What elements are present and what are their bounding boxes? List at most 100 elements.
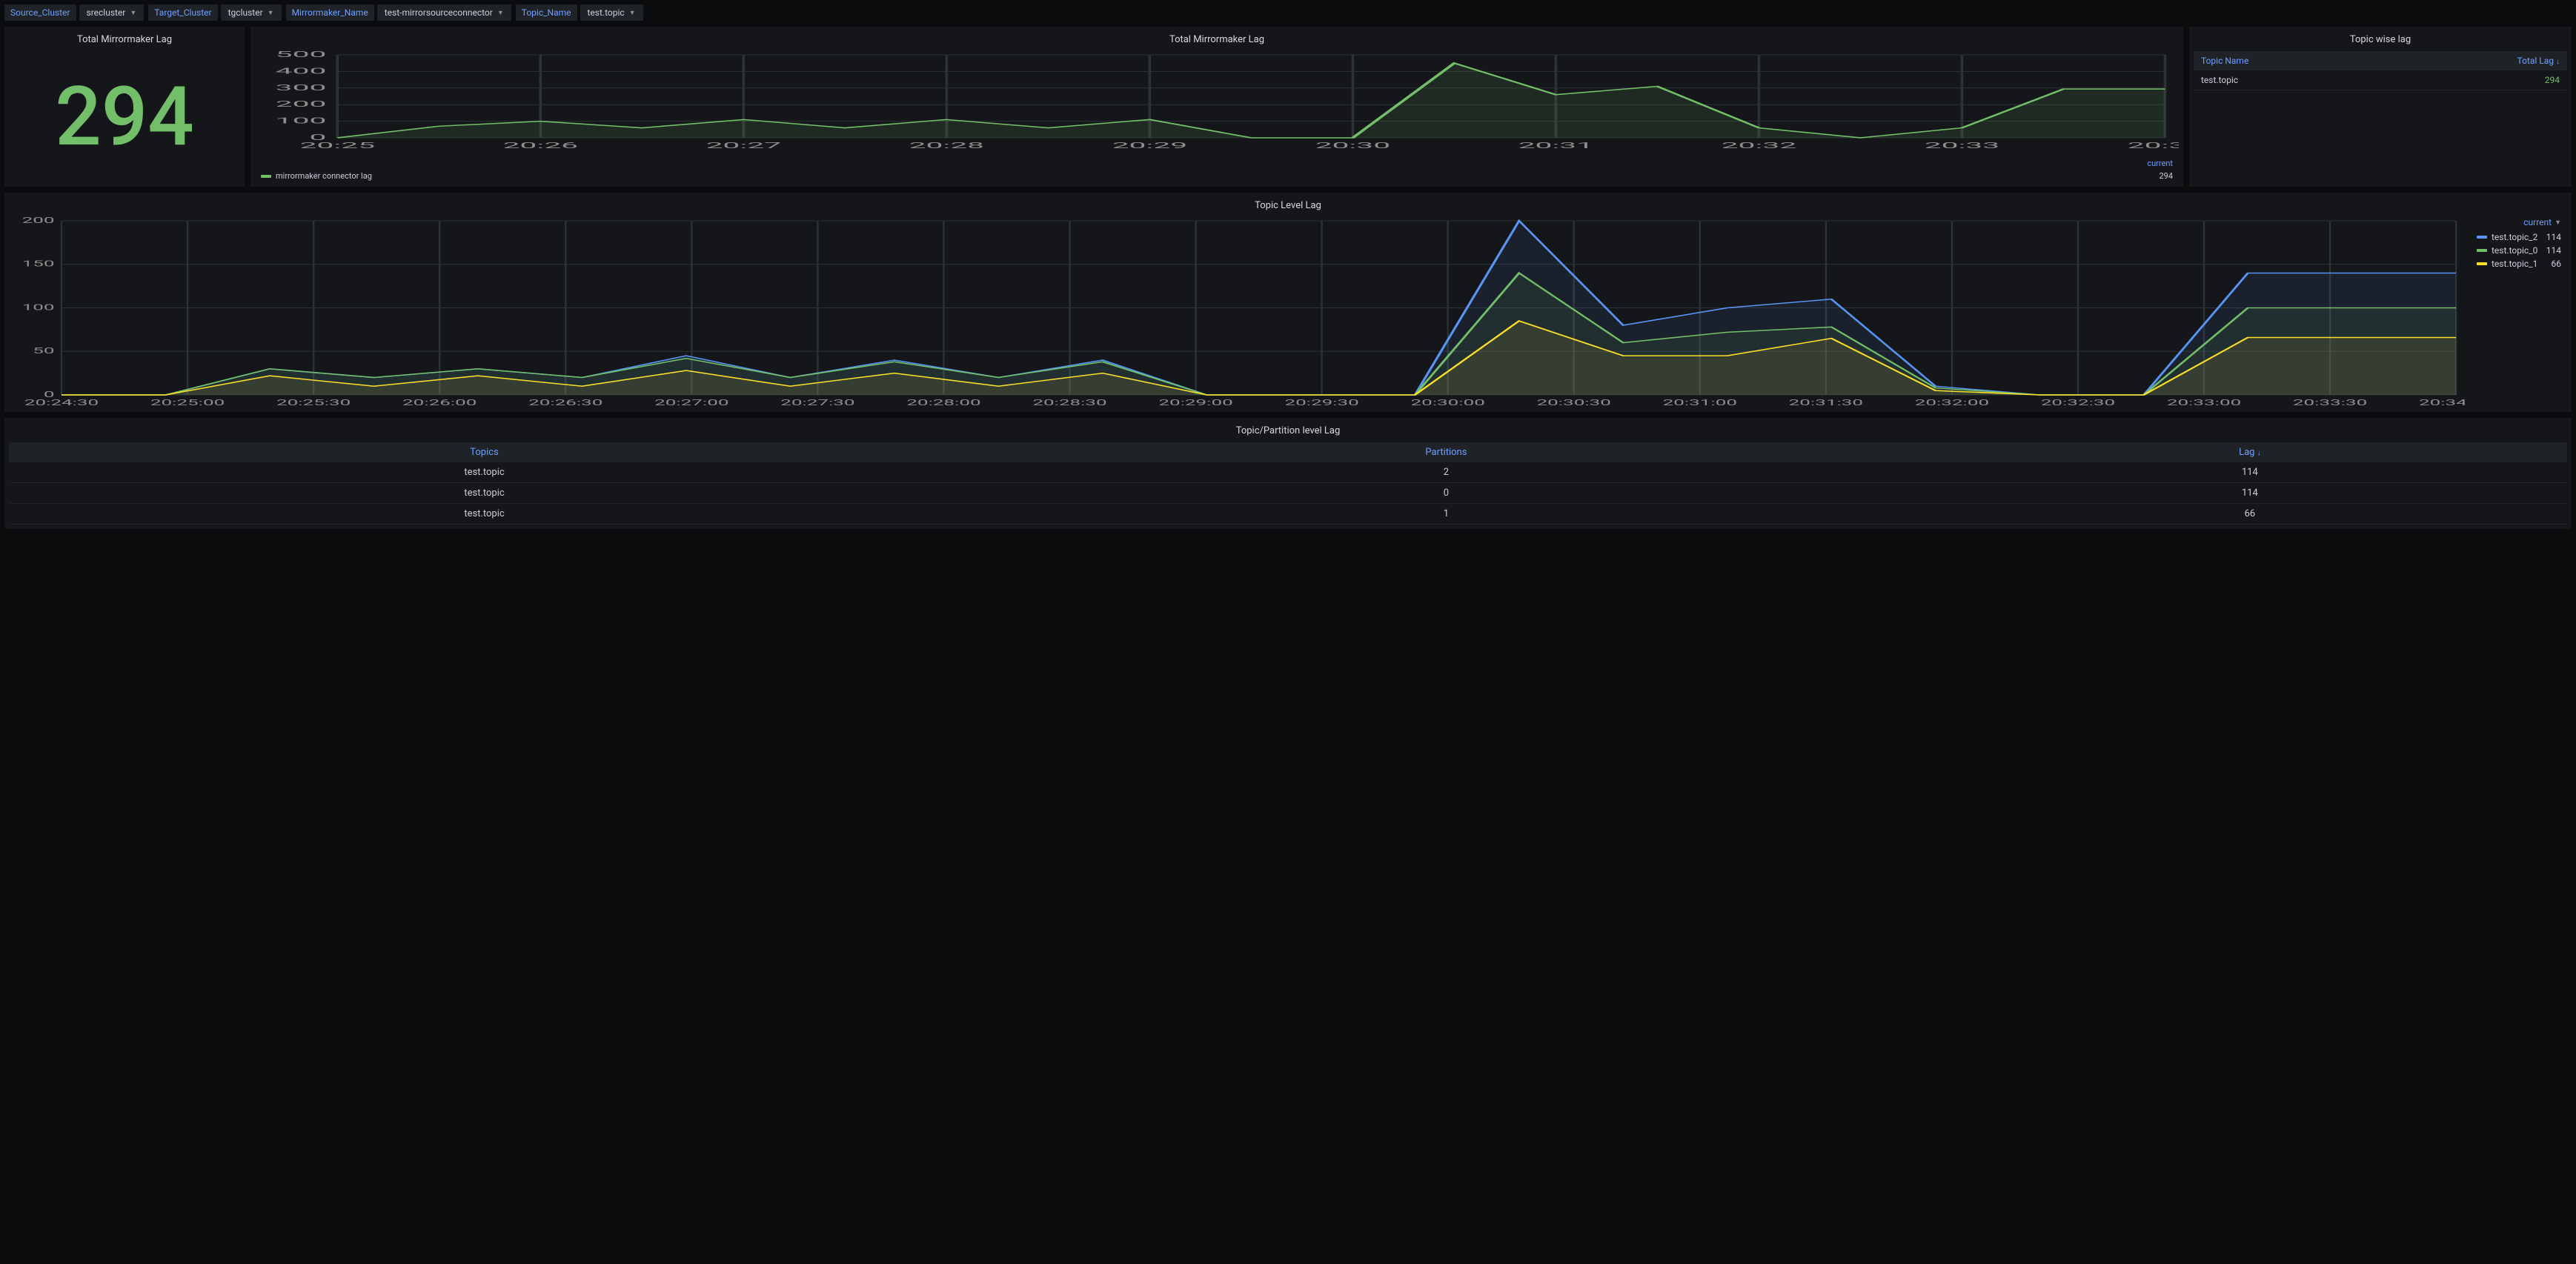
legend-item[interactable]: test.topic_0 114 [2477,244,2561,257]
svg-text:20:34:00: 20:34:00 [2419,398,2465,408]
legend-swatch [2477,262,2487,265]
cell: 1 [960,504,1933,525]
legend-item[interactable]: test.topic_2 114 [2477,230,2561,244]
stat-value: 294 [9,51,240,182]
legend-swatch [2477,236,2487,239]
sort-down-icon: ↓ [2556,58,2560,66]
svg-text:500: 500 [276,51,327,59]
legend-item[interactable]: test.topic_1 66 [2477,257,2561,270]
var-value-dropdown[interactable]: test.topic ▼ [580,4,643,21]
svg-text:20:27:30: 20:27:30 [780,398,854,408]
chart-legend-side: current ▼ test.topic_2 114 test.topic_0 114… [2471,217,2567,408]
svg-text:150: 150 [22,259,55,268]
cell-lag: 294 [2389,70,2567,90]
var-value-text: srecluster [87,7,126,18]
var-mirrormaker-name: Mirrormaker_Name test-mirrorsourceconnec… [286,4,511,21]
cell: 0 [960,483,1933,504]
legend-swatch [2477,249,2487,252]
table-row[interactable]: test.topic0114 [9,483,2567,504]
svg-text:20:29: 20:29 [1112,141,1188,150]
cell: test.topic [9,462,960,483]
panel-title: Topic/Partition level Lag [9,422,2567,442]
legend-label: test.topic_0 [2492,245,2537,256]
svg-text:20:28:00: 20:28:00 [906,398,980,408]
table-header[interactable]: Topic Name [2194,51,2389,70]
var-value-dropdown[interactable]: tgcluster ▼ [221,4,282,21]
table-row[interactable]: test.topic166 [9,504,2567,525]
cell: 66 [1933,504,2567,525]
sort-down-icon: ↓ [2257,449,2261,457]
header-text: Lag [2239,447,2254,458]
svg-text:20:33:30: 20:33:30 [2293,398,2367,408]
table-header[interactable]: Total Lag ↓ [2389,51,2567,70]
legend-header: current [2147,159,2173,168]
table-header[interactable]: Topics [9,442,960,462]
svg-text:50: 50 [33,346,54,356]
legend-header[interactable]: current ▼ [2477,217,2561,227]
svg-text:20:31: 20:31 [1518,141,1594,150]
chart-canvas[interactable]: 010020030040050020:2520:2620:2720:2820:2… [255,51,2179,157]
chevron-down-icon: ▼ [268,9,274,17]
svg-text:20:29:00: 20:29:00 [1158,398,1232,408]
svg-text:20:26: 20:26 [503,141,579,150]
table-header[interactable]: Lag ↓ [1933,442,2567,462]
svg-text:20:32:00: 20:32:00 [1915,398,1989,408]
svg-text:20:34: 20:34 [2128,141,2179,150]
svg-text:20:28:30: 20:28:30 [1032,398,1106,408]
legend-header-text: current [2523,217,2552,227]
svg-text:20:27:00: 20:27:00 [654,398,728,408]
chart-legend-row: mirrormaker connector lag 294 [255,170,2179,182]
cell: 114 [1933,483,2567,504]
var-topic-name: Topic_Name test.topic ▼ [516,4,643,21]
panel-title: Topic Level Lag [9,197,2567,217]
svg-text:20:30: 20:30 [1315,141,1391,150]
var-label: Target_Cluster [148,4,217,21]
chevron-down-icon: ▼ [629,9,636,17]
legend-value: 114 [2546,245,2561,256]
var-value-text: test-mirrorsourceconnector [385,7,493,18]
svg-text:20:32:30: 20:32:30 [2041,398,2115,408]
var-label: Topic_Name [516,4,577,21]
table-row[interactable]: test.topic2114 [9,462,2567,483]
chart-total-lag: Total Mirrormaker Lag 010020030040050020… [250,27,2183,187]
var-value-dropdown[interactable]: test-mirrorsourceconnector ▼ [377,4,511,21]
svg-text:20:31:30: 20:31:30 [1789,398,1863,408]
legend-label: test.topic_2 [2492,232,2537,242]
header-text: Topics [470,447,499,458]
svg-text:400: 400 [276,66,327,76]
panel-title: Total Mirrormaker Lag [9,31,240,51]
svg-text:20:25:30: 20:25:30 [276,398,351,408]
chevron-down-icon: ▼ [497,9,504,17]
legend-value: 114 [2546,232,2561,242]
cell-topic: test.topic [2194,70,2389,90]
header-text: Total Lag [2517,56,2555,66]
table-row[interactable]: test.topic294 [2194,70,2567,90]
svg-text:200: 200 [276,99,327,109]
var-source-cluster: Source_Cluster srecluster ▼ [4,4,144,21]
svg-text:20:28: 20:28 [909,141,985,150]
var-value-dropdown[interactable]: srecluster ▼ [79,4,145,21]
svg-text:20:31:00: 20:31:00 [1663,398,1737,408]
svg-text:20:33:00: 20:33:00 [2167,398,2241,408]
cell: test.topic [9,483,960,504]
chevron-down-icon: ▼ [2555,219,2561,227]
legend-value: 66 [2552,259,2562,269]
panel-title: Total Mirrormaker Lag [255,31,2179,51]
var-label: Source_Cluster [4,4,76,21]
partition-table: Topics Partitions Lag ↓ test.topic2114te… [9,442,2567,525]
chart-legend: current [255,157,2179,170]
svg-text:20:30:30: 20:30:30 [1537,398,1611,408]
var-target-cluster: Target_Cluster tgcluster ▼ [148,4,281,21]
topic-wise-panel: Topic wise lag Topic Name Total Lag ↓ te… [2189,27,2572,187]
partition-table-panel: Topic/Partition level Lag Topics Partiti… [4,418,2572,529]
svg-text:200: 200 [22,217,55,225]
legend-value: 294 [2159,171,2173,181]
cell: test.topic [9,504,960,525]
svg-text:20:30:00: 20:30:00 [1411,398,1485,408]
var-value-text: test.topic [588,7,625,18]
topic-wise-table: Topic Name Total Lag ↓ test.topic294 [2194,51,2567,90]
legend-item[interactable]: mirrormaker connector lag [261,171,372,181]
chart-canvas[interactable]: 05010015020020:24:3020:25:0020:25:3020:2… [9,217,2465,408]
legend-label: test.topic_1 [2492,259,2537,269]
table-header[interactable]: Partitions [960,442,1933,462]
